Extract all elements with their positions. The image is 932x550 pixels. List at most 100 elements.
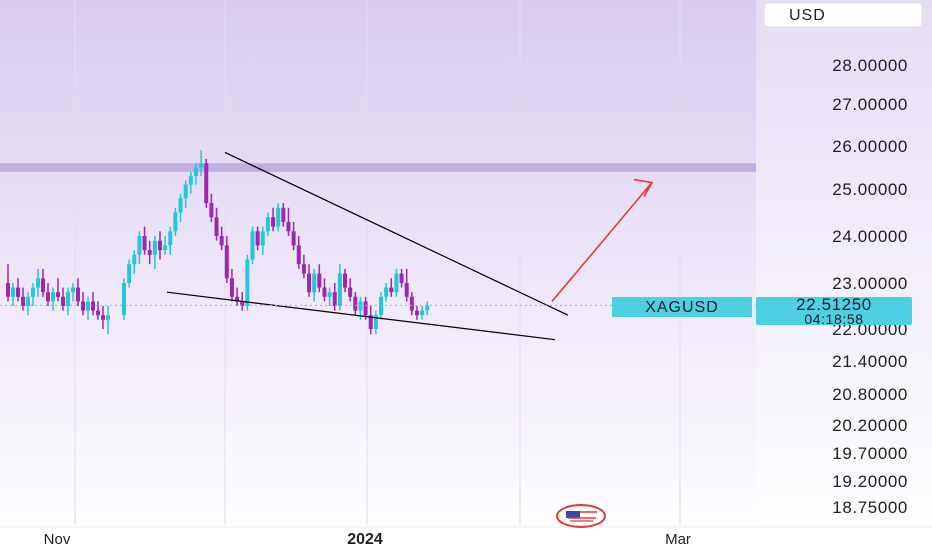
candle [193,163,198,185]
candle-body [157,240,162,251]
candle [337,264,342,311]
price-tick-label: 18.75000 [832,498,908,517]
candle [46,283,50,306]
candle [296,236,301,269]
candle-body [250,231,255,260]
price-tick-label: 24.00000 [832,227,908,246]
price-tick-label: 19.20000 [832,472,908,491]
candle-body [86,301,90,311]
candle-body [276,207,281,227]
candle [343,268,348,293]
last-price-badge: 22.51250 04:18:58 [756,295,912,327]
candle-body [199,163,204,168]
price-axis-background [756,0,932,550]
candle-body [209,203,214,218]
candle-body [96,310,100,316]
candle [122,278,126,320]
candle-body [384,287,389,297]
candle-body [224,245,229,279]
candle [168,226,173,255]
us-flag-icon[interactable] [556,504,606,528]
candle [276,203,281,232]
time-axis[interactable]: Nov 2024 Mar [0,526,932,550]
candle-body [178,198,183,213]
candle [188,171,193,194]
candle [86,296,90,320]
candle [36,268,40,297]
candle [31,283,35,306]
candle [173,207,178,236]
candle-body [420,310,425,316]
candle [409,292,414,316]
candle [61,287,65,311]
candle-body [327,292,332,297]
candle-body [219,236,224,246]
candle-body [152,240,157,255]
candle-body [265,217,270,232]
candle-body [358,301,363,311]
candle-body [229,278,234,297]
candle-body [404,283,409,297]
price-tick-label: 26.00000 [832,137,908,156]
candle-body [235,296,240,302]
candle-body [332,292,337,306]
last-price-value: 22.51250 [796,295,872,314]
currency-label: USD [789,7,826,24]
projection-arrow [551,182,653,302]
candle [332,283,337,311]
candle [127,259,132,288]
candle-body [21,296,25,306]
price-axis[interactable]: 28.00000 27.00000 26.00000 25.00000 24.00000… [756,0,932,550]
currency-button[interactable]: USD [763,2,923,28]
candle-body [409,296,414,311]
candle [16,278,20,302]
candle [260,226,265,255]
candle [199,150,204,177]
candle [214,207,219,241]
candle [312,268,317,302]
candle-body [240,301,245,306]
candle-body [101,315,105,320]
candle-body [312,273,317,293]
lower-trendline [166,291,556,341]
symbol-badge[interactable]: XAGUSD [612,297,752,317]
time-tick-label: Nov [44,531,71,548]
candle [250,226,255,265]
candle-body [91,301,95,311]
candle-body [425,305,430,311]
candle [384,283,389,302]
candle-body [389,287,394,293]
price-tick-label: 25.00000 [832,180,908,199]
candle-body [163,245,168,251]
candle [404,268,409,302]
candle [204,158,209,208]
time-axis-background [0,527,932,550]
candle [209,193,214,222]
candle-body [122,283,126,316]
candle-body [51,292,55,302]
resistance-zone [0,163,756,172]
candle-body [41,278,45,293]
candle [56,278,60,302]
candle-body [271,217,276,227]
candle [81,292,85,316]
candle-body [11,287,15,297]
candle [51,287,55,311]
price-tick-label: 19.70000 [832,444,908,463]
symbol-label: XAGUSD [645,299,719,316]
candle [41,268,45,297]
candle-body [61,296,65,306]
candle [26,292,30,316]
candle-body [343,273,348,288]
candle-body [373,315,378,329]
candle-body [31,287,35,297]
price-tick-label: 23.00000 [832,274,908,293]
candle-body [6,283,10,297]
candle-body [132,254,137,265]
candle [91,292,95,316]
candle-body [296,245,301,265]
candle [399,268,404,288]
candle-body [363,301,368,316]
candle-body [183,184,188,199]
